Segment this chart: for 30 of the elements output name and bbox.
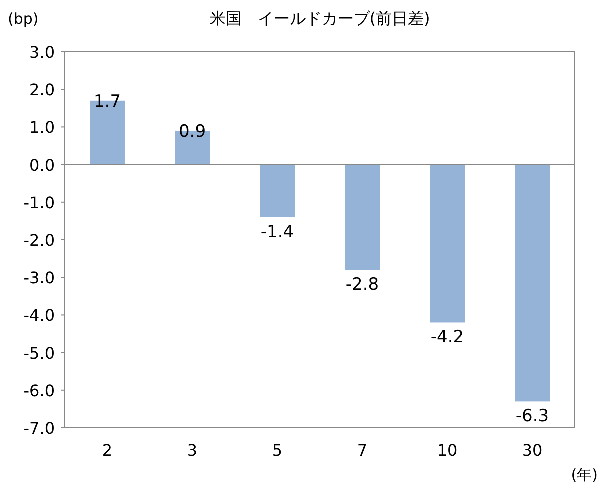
x-tick-label: 5	[272, 441, 283, 460]
bar	[345, 164, 380, 270]
y-axis-title: (bp)	[8, 10, 39, 28]
chart-title: 米国 イールドカーブ(前日差)	[210, 9, 430, 28]
data-label: 0.9	[178, 122, 206, 142]
y-tick-label: -3.0	[24, 268, 55, 288]
x-axis-title: (年)	[571, 466, 598, 484]
y-tick-label: -6.0	[24, 381, 55, 400]
y-tick-label: 0.0	[30, 156, 55, 175]
y-tick-label: -5.0	[24, 344, 55, 363]
x-tick-label: 30	[522, 441, 543, 460]
y-tick-label: -4.0	[24, 306, 55, 326]
data-label: 1.7	[94, 92, 122, 112]
bar	[515, 164, 550, 402]
data-label: -6.3	[516, 406, 550, 427]
data-label: -1.4	[260, 222, 294, 242]
bar	[260, 164, 295, 218]
x-tick-label: 10	[437, 441, 458, 460]
y-tick-label: 1.0	[30, 118, 55, 138]
y-tick-label: 3.0	[30, 43, 55, 62]
bar	[430, 164, 465, 323]
y-tick-label: -1.0	[24, 193, 55, 212]
x-tick-label: 3	[187, 441, 198, 460]
y-tick-label: -2.0	[24, 231, 55, 250]
x-tick-label: 2	[102, 441, 113, 460]
data-label: -4.2	[430, 328, 464, 348]
y-tick-label: -7.0	[24, 419, 55, 438]
y-tick-label: 2.0	[30, 80, 55, 100]
x-tick-label: 7	[357, 441, 368, 460]
data-label: -2.8	[346, 275, 380, 296]
